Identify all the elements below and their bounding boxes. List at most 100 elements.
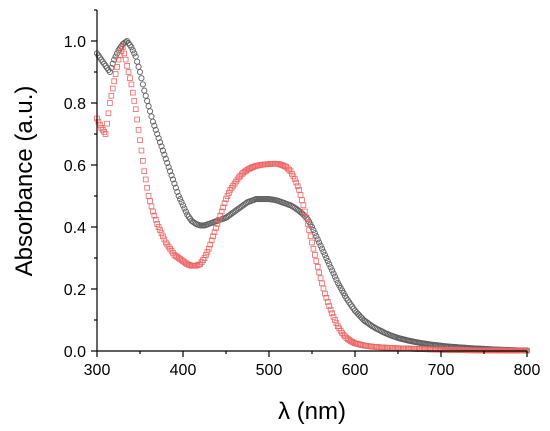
data-point	[177, 196, 184, 203]
y-tick-label: 0.0	[64, 344, 86, 361]
data-point	[161, 236, 168, 243]
data-point	[213, 225, 219, 231]
data-point	[318, 245, 326, 252]
data-point	[112, 71, 119, 77]
data-point	[151, 212, 158, 219]
data-point	[167, 168, 174, 175]
data-point	[111, 78, 118, 85]
data-point	[208, 237, 215, 244]
data-point	[145, 193, 152, 199]
data-point	[283, 164, 289, 170]
x-tick-label: 700	[428, 362, 455, 379]
data-point	[131, 50, 138, 57]
data-point	[330, 314, 337, 320]
data-point	[162, 155, 169, 162]
data-point	[247, 165, 254, 172]
data-point	[274, 160, 281, 167]
data-point	[329, 267, 336, 274]
data-point	[97, 121, 103, 128]
y-tick-label: 1.0	[64, 34, 86, 51]
data-point	[109, 85, 116, 92]
data-point	[108, 92, 115, 99]
data-point	[251, 163, 258, 170]
data-point	[141, 87, 148, 94]
data-point	[218, 208, 225, 215]
data-point	[354, 310, 361, 317]
data-point	[194, 262, 201, 269]
data-point	[327, 264, 334, 271]
data-point	[308, 223, 316, 231]
data-point	[132, 53, 139, 60]
data-point	[294, 183, 301, 189]
series-1	[93, 37, 531, 354]
data-point	[303, 214, 310, 221]
data-point	[114, 64, 120, 70]
data-point	[331, 273, 338, 280]
data-point	[142, 92, 149, 99]
data-point	[157, 139, 164, 146]
data-point	[324, 258, 331, 265]
data-point	[128, 44, 135, 51]
data-point	[203, 252, 209, 258]
data-point	[226, 190, 232, 196]
data-point	[217, 212, 224, 219]
data-point	[155, 224, 162, 230]
data-point	[134, 116, 140, 123]
data-point	[323, 294, 330, 301]
data-point	[175, 192, 182, 200]
data-point	[339, 330, 345, 336]
data-point	[356, 312, 363, 319]
data-point	[286, 166, 292, 173]
data-point	[134, 58, 141, 65]
data-point	[128, 81, 135, 88]
data-point	[121, 50, 128, 57]
data-point	[181, 205, 188, 212]
data-point	[237, 173, 244, 179]
data-point	[107, 100, 113, 106]
data-point	[148, 113, 155, 120]
data-point	[204, 248, 211, 255]
data-point	[216, 216, 222, 223]
data-point	[330, 270, 337, 277]
data-point	[201, 255, 208, 261]
data-point	[165, 164, 172, 171]
data-point	[340, 331, 347, 338]
data-point	[182, 208, 189, 215]
data-point	[223, 196, 229, 202]
data-point	[284, 165, 291, 172]
data-point	[130, 89, 136, 96]
data-point	[300, 202, 307, 209]
data-point	[313, 233, 320, 240]
data-point	[135, 127, 142, 133]
data-point	[169, 176, 177, 183]
data-point	[276, 161, 282, 167]
data-point	[111, 56, 118, 63]
data-point	[147, 198, 153, 204]
data-point	[224, 193, 231, 199]
data-point	[314, 236, 321, 243]
data-point	[136, 68, 144, 76]
data-point	[174, 188, 181, 195]
data-point	[179, 202, 187, 209]
x-axis-title: λ (nm)	[278, 398, 346, 425]
data-point	[137, 137, 143, 144]
data-point	[151, 122, 158, 129]
data-point	[152, 126, 159, 133]
data-point	[317, 275, 324, 281]
data-point	[236, 174, 242, 181]
data-point	[142, 176, 149, 183]
data-point	[246, 166, 252, 172]
data-point	[125, 69, 132, 75]
data-point	[221, 200, 228, 207]
data-point	[149, 118, 156, 125]
data-point	[314, 263, 321, 270]
data-point	[112, 53, 119, 60]
data-point	[124, 63, 130, 69]
data-point	[319, 280, 325, 287]
data-point	[250, 164, 257, 170]
data-point	[205, 245, 212, 252]
data-point	[321, 251, 328, 258]
data-point	[296, 186, 302, 193]
data-point	[184, 261, 191, 267]
data-point	[150, 208, 156, 215]
